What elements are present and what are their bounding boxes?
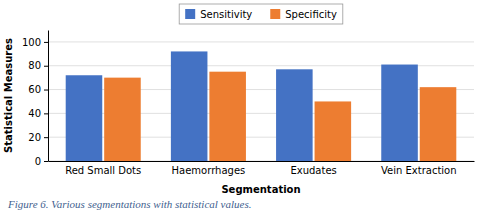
y-tick-label: 0 [35, 156, 41, 167]
y-tick-label: 80 [28, 60, 41, 71]
legend-label: Sensitivity [200, 9, 252, 20]
x-tick-label: Vein Extraction [381, 165, 457, 176]
x-tick-label: Red Small Dots [65, 165, 141, 176]
plot: 0 20 40 60 80 100 Red Small Dots Haemorrhages Ex… [22, 31, 475, 177]
legend-frame [179, 4, 343, 24]
bar [209, 72, 246, 161]
bar [381, 65, 418, 161]
legend-item: Specificity [270, 9, 337, 20]
bar [315, 101, 352, 161]
legend-swatch [185, 9, 195, 19]
y-tick: 100 [22, 37, 48, 48]
y-tick-mark [44, 137, 48, 138]
grid [48, 42, 474, 161]
legend-item: Sensitivity [185, 9, 252, 20]
bar [171, 51, 208, 161]
x-axis-title: Segmentation [221, 184, 300, 195]
y-axis: 0 20 40 60 80 100 [22, 31, 49, 167]
legend-swatch [270, 9, 280, 19]
x-tick: Exudates [290, 165, 336, 176]
legend-label: Specificity [285, 9, 337, 20]
y-tick-mark [44, 161, 48, 162]
y-tick: 0 [35, 156, 48, 167]
bar [276, 69, 313, 161]
bar [104, 78, 141, 161]
y-tick: 80 [28, 60, 48, 71]
y-tick-label: 60 [28, 84, 41, 95]
x-tick-label: Exudates [290, 165, 336, 176]
grid-line [48, 41, 474, 42]
y-tick: 20 [28, 132, 48, 143]
x-tick: Haemorrhages [172, 165, 246, 176]
y-axis-title: Statistical Measures [3, 38, 14, 153]
bar [66, 75, 103, 161]
chart-container: 0 20 40 60 80 100 Red Small Dots Haemorrhages Ex… [0, 0, 486, 213]
y-tick-label: 40 [28, 108, 41, 119]
chart: 0 20 40 60 80 100 Red Small Dots Haemorrhages Ex… [0, 0, 486, 213]
y-tick-label: 20 [28, 132, 41, 143]
y-tick-mark [44, 90, 48, 91]
bar [420, 87, 457, 161]
x-tick: Vein Extraction [381, 165, 457, 176]
legend: Sensitivity Specificity [179, 4, 343, 24]
y-tick-mark [44, 66, 48, 67]
x-tick: Red Small Dots [65, 165, 141, 176]
bar-series [66, 51, 418, 161]
x-axis: Red Small Dots Haemorrhages Exudates Vein E… [49, 162, 475, 177]
y-tick: 40 [28, 108, 48, 119]
y-axis-line [48, 31, 49, 162]
y-tick: 60 [28, 84, 48, 95]
y-tick-label: 100 [22, 37, 41, 48]
x-tick-label: Haemorrhages [172, 165, 246, 176]
y-tick-mark [44, 113, 48, 114]
bar-series [104, 72, 456, 161]
y-tick-mark [44, 42, 48, 43]
caption: Figure 6. Various segmentations with sta… [7, 198, 251, 210]
bars [66, 51, 457, 161]
x-axis-line [49, 161, 475, 162]
